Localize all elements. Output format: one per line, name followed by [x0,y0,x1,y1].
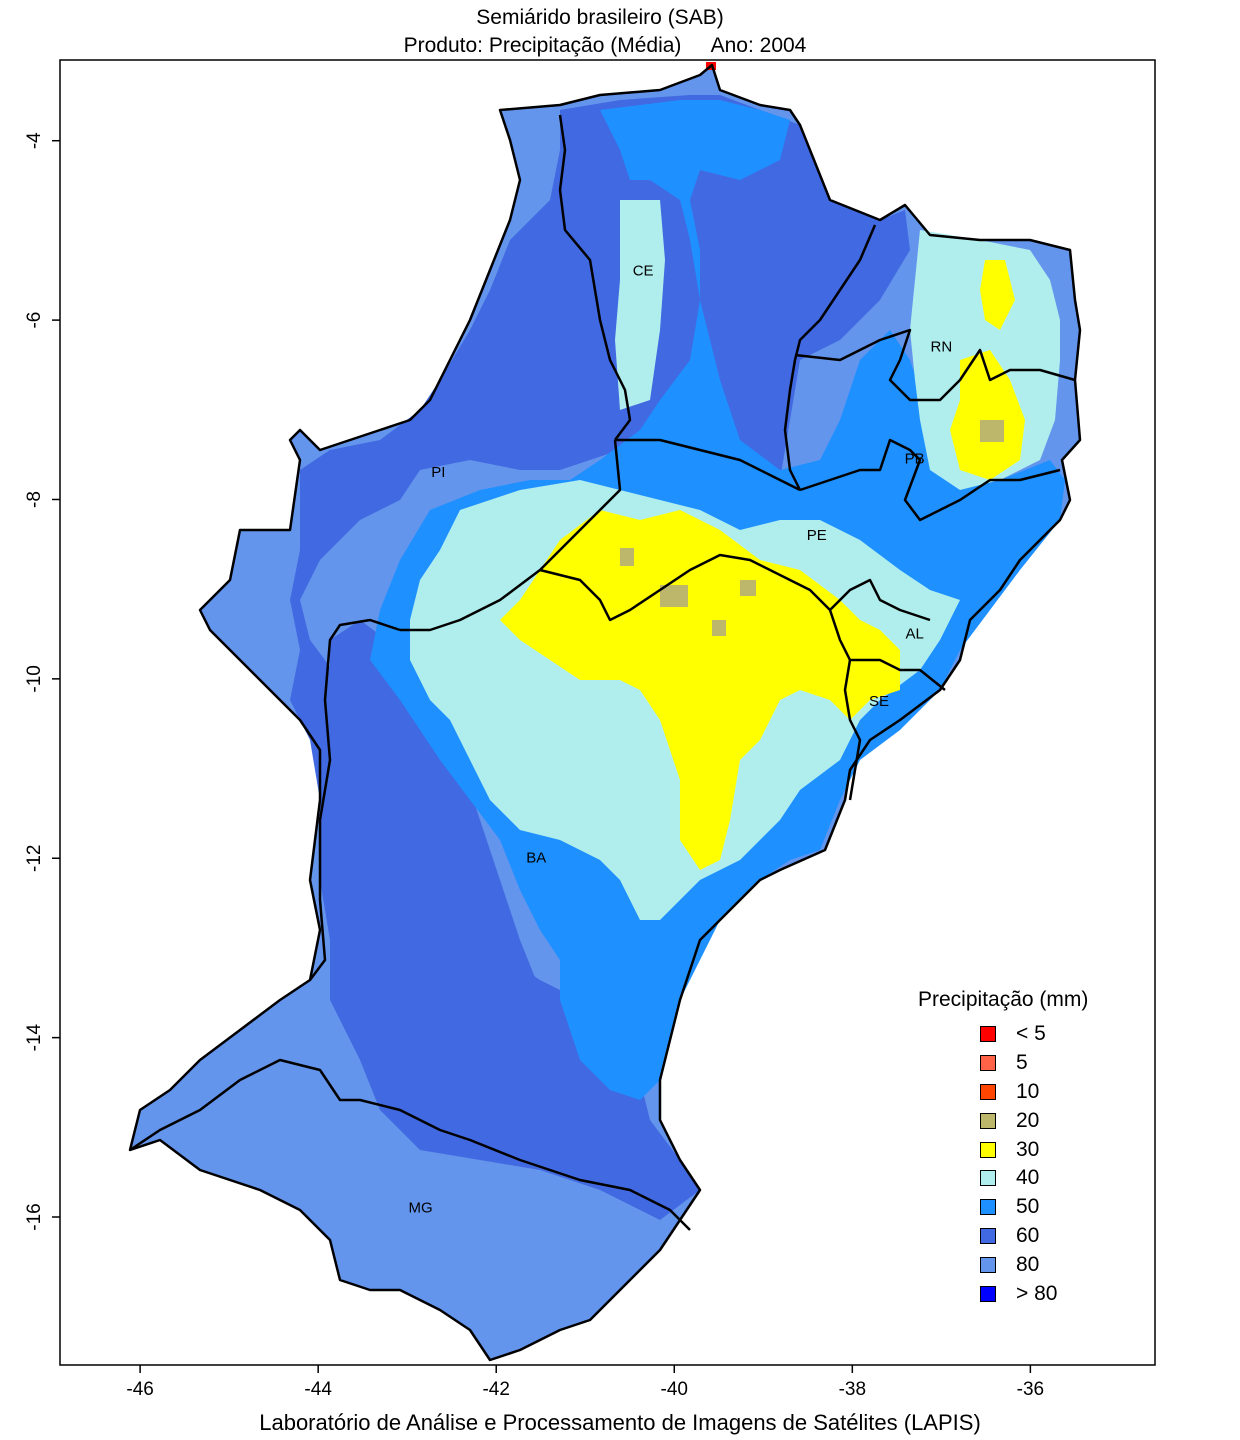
x-tick-label: -42 [482,1379,509,1400]
border-ce-pe [615,438,801,492]
legend-swatch [980,1112,996,1129]
legend-item: 30 [980,1135,1128,1164]
border-pi-ba [309,618,401,981]
legend-swatch [980,1141,996,1158]
state-label: PB [905,451,925,468]
border-pe-al [829,578,931,622]
legend-items: < 5 5 10 20 30 40 50 60 80 > 80 [918,1020,1128,1308]
y-tick-label: -10 [24,665,45,692]
x-tick-label: -44 [304,1379,332,1400]
legend-label: 10 [1016,1079,1040,1103]
state-border-layer [128,63,1082,1362]
legend-swatch [980,1285,996,1302]
semiarid-outline [128,63,1082,1362]
border-rn-pb [794,328,1076,402]
footer-credit: Laboratório de Análise e Processamento d… [259,1410,981,1435]
axis-ticks: -46 -44 -42 -40 -38 -36 -4 -6 -8 -10 -12 -14 -16 [24,132,1044,1400]
state-label: AL [905,626,923,643]
border-pb-pe [799,438,1061,522]
state-label: RN [931,338,953,355]
legend-item: 5 [980,1049,1128,1078]
legend-label: 20 [1016,1108,1040,1132]
state-label: CE [633,262,654,279]
state-labels: CE RN PB PI PE AL SE BA MG [408,262,952,1216]
x-tick-label: -46 [126,1379,153,1400]
precipitation-fill-layer [130,62,1080,1360]
legend: Precipitação (mm) < 5 5 10 20 30 40 50 60 80 > 80 [918,988,1128,1308]
legend-label: 5 [1016,1051,1028,1075]
legend-item: 80 [980,1250,1128,1279]
map-title: Semiárido brasileiro (SAB) [476,6,724,29]
legend-item: < 5 [980,1020,1128,1049]
region-fill-60-bahia-west [330,620,540,1030]
state-label: SE [869,693,889,710]
y-tick-label: -12 [24,845,45,872]
subtitle-product: Produto: Precipitação (Média) [403,34,682,57]
legend-label: 40 [1016,1166,1040,1190]
x-tick-label: -40 [661,1379,688,1400]
legend-label: 50 [1016,1195,1040,1219]
legend-swatch [980,1083,996,1100]
legend-item: 20 [980,1106,1128,1135]
border-se-ba [843,659,862,801]
legend-label: < 5 [1016,1022,1046,1046]
legend-item: 60 [980,1222,1128,1251]
border-ba-mg [129,1058,691,1231]
y-tick-label: -6 [24,312,45,329]
legend-swatch [980,1026,996,1043]
region-fill-20-d [740,580,756,596]
region-fill-30-rn [980,260,1015,330]
y-tick-label: -14 [24,1023,45,1051]
y-tick-label: -4 [24,132,45,149]
state-label: MG [408,1200,432,1217]
state-label: BA [526,850,546,867]
legend-swatch [980,1199,996,1216]
map-subtitle: Produto: Precipitação (Média) Ano: 2004 [0,34,1225,58]
border-pe-ba [539,553,831,622]
legend-label: 30 [1016,1137,1040,1161]
plot-frame [59,59,1156,1366]
y-tick-label: -16 [24,1203,45,1230]
legend-label: 80 [1016,1252,1040,1276]
y-tick-label: -8 [24,491,45,508]
state-label: PI [431,464,445,481]
legend-swatch [980,1055,996,1072]
legend-label: > 80 [1016,1281,1058,1305]
x-tick-label: -36 [1017,1379,1044,1400]
border-al-se [828,609,946,691]
legend-item: > 80 [980,1279,1128,1308]
state-label: PE [807,527,827,544]
subtitle-year: Ano: 2004 [710,34,807,57]
legend-swatch [980,1256,996,1273]
legend-item: 10 [980,1078,1128,1107]
legend-item: 50 [980,1193,1128,1222]
region-fill-20-b [660,585,688,607]
legend-title: Precipitação (mm) [918,988,1089,1011]
legend-item: 40 [980,1164,1128,1193]
region-fill-20-a [620,548,634,566]
border-pi-ce [558,114,632,441]
border-ce-rn [783,224,877,491]
x-tick-label: -38 [839,1379,866,1400]
region-fill-40-ce [615,200,665,410]
legend-label: 60 [1016,1223,1040,1247]
region-fill-20-e [980,420,1004,442]
legend-swatch [980,1227,996,1244]
region-fill-20-c [712,620,726,636]
region-fill-30-pb [950,350,1025,480]
legend-swatch [980,1170,996,1187]
